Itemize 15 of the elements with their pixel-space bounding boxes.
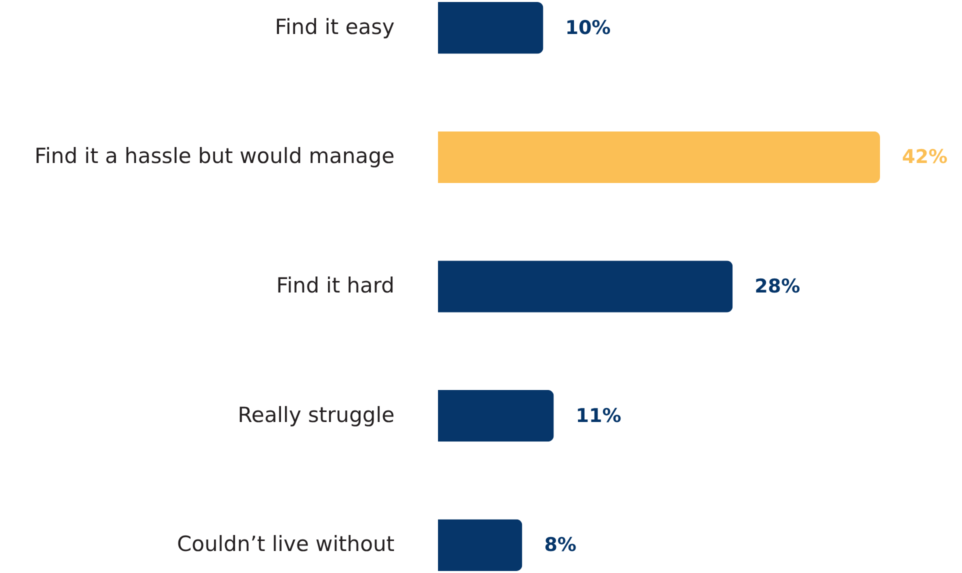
y-tick-label: Really struggle	[238, 402, 394, 427]
y-tick-label: Couldn’t live without	[176, 532, 394, 556]
data-label: 42%	[902, 146, 948, 168]
bar	[438, 519, 522, 571]
data-label: 10%	[565, 16, 611, 39]
y-tick-label: Find it easy	[274, 14, 394, 39]
bar	[438, 260, 733, 312]
bar	[438, 390, 554, 442]
y-tick-label: Find it hard	[276, 274, 394, 298]
y-tick-label: Find it a hassle but would manage	[34, 144, 394, 168]
bar	[438, 131, 880, 184]
data-label: 11%	[576, 404, 622, 427]
data-label: 28%	[754, 276, 800, 298]
data-label: 8%	[544, 534, 576, 556]
bar	[438, 2, 544, 54]
